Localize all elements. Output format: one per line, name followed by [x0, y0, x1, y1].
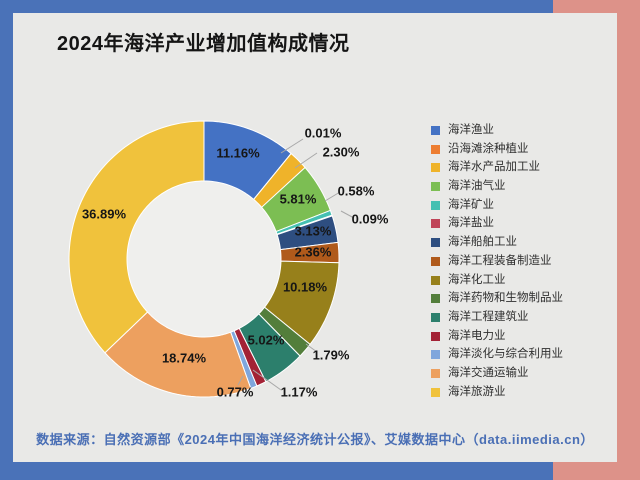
legend-item-11: 海洋电力业 [431, 330, 563, 343]
legend-swatch-icon [431, 387, 440, 397]
legend-swatch-icon [431, 350, 440, 360]
legend-item-9: 海洋药物和生物制品业 [431, 292, 563, 305]
legend-swatch-icon [431, 182, 440, 192]
legend-label: 沿海滩涂种植业 [448, 142, 529, 155]
legend-swatch-icon [431, 144, 440, 154]
pct-label-8: 10.18% [283, 280, 328, 295]
legend-item-14: 海洋旅游业 [431, 386, 563, 399]
legend-label: 海洋药物和生物制品业 [448, 292, 563, 305]
legend-label: 海洋盐业 [448, 217, 494, 230]
legend-item-6: 海洋船舶工业 [431, 236, 563, 249]
legend-swatch-icon [431, 256, 440, 266]
legend-item-8: 海洋化工业 [431, 274, 563, 287]
legend-label: 海洋工程建筑业 [448, 310, 529, 323]
legend-label: 海洋渔业 [448, 124, 494, 136]
legend-item-13: 海洋交通运输业 [431, 367, 563, 380]
legend-swatch-icon [431, 312, 440, 322]
legend-swatch-icon [431, 126, 440, 135]
callout-line-1 [280, 138, 304, 154]
legend-swatch-icon [431, 331, 440, 341]
legend-item-5: 海洋盐业 [431, 217, 563, 230]
legend-label: 海洋旅游业 [448, 385, 506, 398]
callout-line-5 [340, 210, 355, 219]
pct-label-5: 0.09% [352, 212, 389, 227]
legend-item-7: 海洋工程装备制造业 [431, 255, 563, 268]
pct-label-2: 2.30% [323, 145, 360, 160]
pie-slice-14 [68, 120, 205, 354]
pct-label-14: 36.89% [82, 207, 127, 222]
legend-swatch-icon [431, 238, 440, 248]
legend-item-0: 海洋渔业 [431, 124, 563, 137]
legend-label: 海洋工程装备制造业 [448, 254, 552, 267]
pct-label-6: 3.13% [295, 224, 332, 239]
legend-swatch-icon [431, 368, 440, 378]
legend-label: 海洋电力业 [448, 329, 506, 342]
legend-swatch-icon [431, 200, 440, 210]
donut-hole [127, 181, 281, 337]
pct-label-3: 5.81% [280, 192, 317, 207]
legend-swatch-icon [431, 275, 440, 285]
legend-swatch-icon [431, 294, 440, 304]
data-source-note: 数据来源：自然资源部《2024年中国海洋经济统计公报》、艾媒数据中心（data.… [36, 432, 594, 447]
legend-item-1: 沿海滩涂种植业 [431, 143, 563, 156]
callout-line-2 [294, 152, 318, 169]
callout-line-11 [252, 369, 282, 391]
pct-label-4: 0.58% [338, 184, 375, 199]
legend-label: 海洋化工业 [448, 273, 506, 286]
pct-label-1: 0.01% [305, 126, 342, 141]
legend-item-2: 海洋水产品加工业 [431, 161, 563, 174]
pct-label-7: 2.36% [295, 245, 332, 260]
legend-swatch-icon [431, 219, 440, 229]
legend-label: 海洋水产品加工业 [448, 161, 540, 174]
chart-legend: 海洋渔业 沿海滩涂种植业 海洋水产品加工业 海洋油气业 海洋矿业 海洋盐业 海洋船舶工业 海洋… [431, 124, 563, 404]
legend-label: 海洋油气业 [448, 180, 506, 193]
pct-label-9: 1.79% [313, 348, 350, 363]
legend-label: 海洋矿业 [448, 198, 494, 211]
legend-label: 海洋淡化与综合利用业 [448, 348, 563, 361]
legend-label: 海洋交通运输业 [448, 366, 529, 379]
pct-label-0: 11.16% [216, 146, 260, 161]
legend-label: 海洋船舶工业 [448, 236, 517, 249]
legend-item-4: 海洋矿业 [431, 199, 563, 212]
callout-line-4 [324, 191, 341, 202]
pct-label-12: 0.77% [217, 385, 254, 400]
legend-item-3: 海洋油气业 [431, 180, 563, 193]
callout-line-12 [237, 375, 244, 386]
legend-item-10: 海洋工程建筑业 [431, 311, 563, 324]
pct-label-13: 18.74% [162, 351, 207, 366]
legend-item-12: 海洋淡化与综合利用业 [431, 348, 563, 361]
callout-line-9 [305, 343, 318, 353]
pct-label-10: 5.02% [248, 333, 285, 348]
pct-label-11: 1.17% [281, 385, 318, 400]
legend-swatch-icon [431, 163, 440, 173]
page-title: 2024年海洋产业增加值构成情况 [57, 33, 350, 55]
